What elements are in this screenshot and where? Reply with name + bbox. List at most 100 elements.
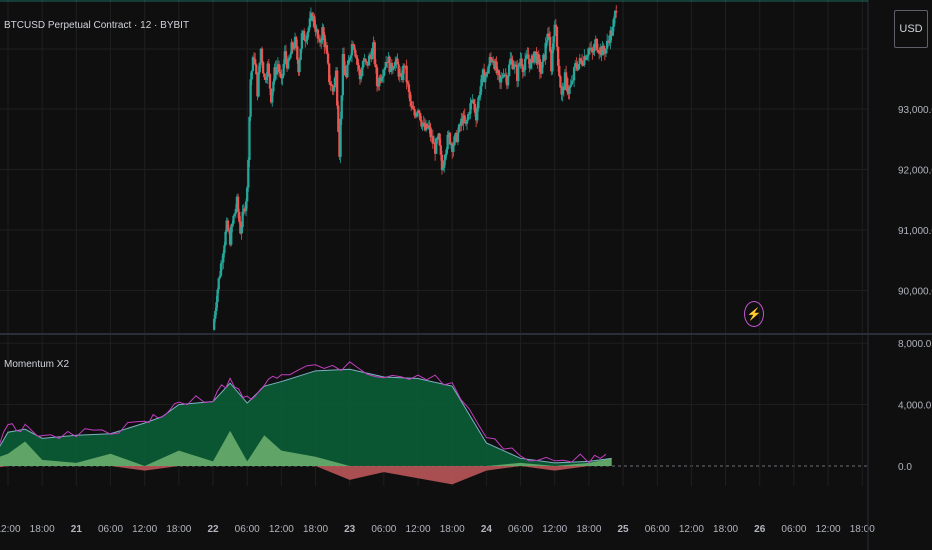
candle[interactable]	[473, 104, 477, 113]
candle[interactable]	[323, 34, 326, 48]
candle[interactable]	[457, 124, 461, 133]
candle[interactable]	[394, 61, 397, 67]
candle[interactable]	[364, 58, 367, 62]
candle[interactable]	[444, 154, 447, 161]
candle[interactable]	[413, 109, 416, 116]
candle[interactable]	[267, 63, 270, 74]
candle[interactable]	[252, 57, 256, 60]
candle[interactable]	[529, 63, 532, 69]
candle[interactable]	[520, 58, 523, 67]
candle[interactable]	[591, 48, 594, 53]
candle[interactable]	[313, 16, 316, 27]
candle[interactable]	[537, 54, 540, 60]
candle[interactable]	[480, 75, 483, 87]
candle[interactable]	[255, 64, 258, 75]
candle[interactable]	[289, 54, 292, 59]
candle[interactable]	[349, 55, 352, 58]
candle[interactable]	[246, 187, 249, 202]
candle[interactable]	[508, 64, 511, 77]
candle[interactable]	[336, 70, 339, 106]
candle[interactable]	[446, 134, 449, 150]
candle[interactable]	[279, 71, 282, 74]
candle[interactable]	[502, 74, 505, 77]
candle[interactable]	[386, 61, 389, 63]
candle[interactable]	[415, 112, 419, 117]
candle[interactable]	[361, 67, 364, 76]
candle[interactable]	[440, 154, 444, 170]
candle[interactable]	[495, 61, 498, 74]
candle[interactable]	[332, 87, 335, 92]
candle[interactable]	[485, 72, 488, 77]
candle[interactable]	[604, 48, 608, 54]
candle[interactable]	[226, 220, 229, 231]
candle[interactable]	[254, 59, 257, 65]
candle[interactable]	[410, 101, 413, 106]
candle[interactable]	[517, 65, 520, 82]
candle[interactable]	[391, 68, 395, 71]
candle[interactable]	[287, 60, 290, 69]
candle[interactable]	[431, 135, 434, 144]
candle[interactable]	[216, 289, 219, 303]
candle[interactable]	[326, 53, 330, 64]
candle[interactable]	[241, 211, 244, 228]
candle[interactable]	[411, 105, 414, 109]
candle[interactable]	[300, 33, 304, 49]
candle[interactable]	[298, 59, 301, 73]
candle[interactable]	[230, 226, 233, 245]
candle[interactable]	[559, 76, 562, 88]
candle[interactable]	[249, 79, 252, 117]
candle[interactable]	[564, 72, 568, 79]
candle[interactable]	[534, 51, 537, 53]
candle[interactable]	[351, 44, 355, 46]
candle[interactable]	[290, 42, 293, 55]
candle[interactable]	[554, 24, 558, 27]
candle[interactable]	[354, 50, 357, 57]
candle[interactable]	[362, 60, 365, 68]
candle[interactable]	[592, 50, 595, 53]
candle[interactable]	[231, 223, 234, 227]
candle[interactable]	[355, 56, 358, 59]
candle[interactable]	[421, 123, 424, 127]
candle[interactable]	[213, 318, 216, 330]
candle[interactable]	[609, 30, 612, 43]
candle[interactable]	[405, 65, 408, 83]
candle[interactable]	[232, 215, 235, 224]
candle[interactable]	[521, 66, 524, 73]
candle[interactable]	[224, 231, 227, 246]
candle[interactable]	[445, 149, 448, 155]
candle[interactable]	[265, 77, 268, 80]
candle[interactable]	[392, 66, 396, 69]
candle[interactable]	[470, 100, 473, 104]
candle[interactable]	[348, 57, 351, 61]
candle[interactable]	[593, 43, 596, 51]
candle[interactable]	[320, 40, 323, 43]
candle[interactable]	[435, 138, 438, 154]
candle[interactable]	[571, 80, 575, 82]
candle[interactable]	[500, 77, 503, 83]
candle[interactable]	[260, 48, 264, 63]
candle[interactable]	[563, 72, 567, 91]
candle[interactable]	[429, 127, 432, 138]
candle[interactable]	[479, 86, 482, 96]
candle[interactable]	[580, 60, 584, 65]
candle[interactable]	[509, 58, 512, 65]
candle[interactable]	[251, 57, 255, 72]
candle[interactable]	[612, 18, 616, 27]
candle[interactable]	[419, 113, 422, 121]
candle[interactable]	[467, 114, 470, 121]
candle[interactable]	[258, 62, 261, 73]
candle[interactable]	[472, 99, 476, 105]
candle[interactable]	[359, 75, 363, 80]
candle[interactable]	[272, 81, 275, 92]
candle[interactable]	[512, 66, 515, 69]
candle[interactable]	[371, 47, 374, 59]
candle[interactable]	[406, 82, 409, 85]
candle[interactable]	[247, 159, 250, 188]
candle[interactable]	[551, 49, 554, 72]
currency-button[interactable]: USD	[894, 10, 928, 48]
candle[interactable]	[314, 26, 317, 32]
candle[interactable]	[583, 56, 586, 65]
candle[interactable]	[227, 230, 231, 232]
candle[interactable]	[381, 76, 384, 79]
